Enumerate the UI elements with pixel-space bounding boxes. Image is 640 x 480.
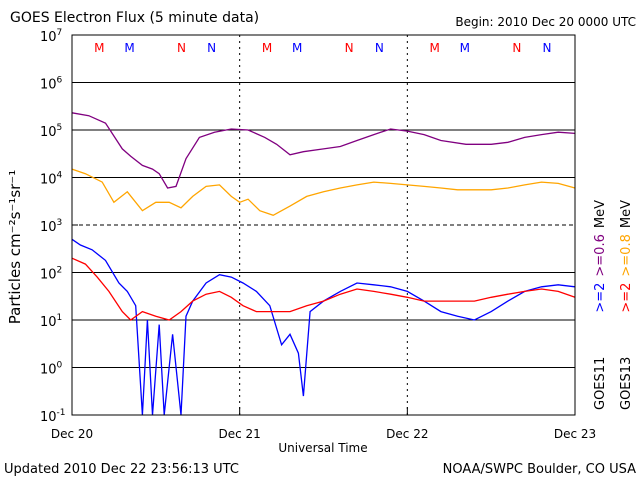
legend-entry: GOES11: [593, 357, 608, 410]
legend-entry: >=0.8: [619, 234, 634, 276]
y-tick-exponent: 0: [57, 361, 63, 371]
series-line: [71, 257, 576, 321]
begin-label: Begin: 2010 Dec 20 0000 UTC: [455, 15, 636, 29]
series-line: [71, 168, 576, 217]
legend-text: GOES13 >=2 >=0.8 MeV: [619, 200, 634, 410]
satellite-marker: N: [512, 41, 521, 55]
y-tick-label: 105: [40, 123, 62, 140]
y-tick-label: 103: [40, 218, 62, 235]
y-axis-label: Particles cm⁻²s⁻¹sr⁻¹: [6, 170, 24, 324]
x-axis-label: Universal Time: [278, 441, 367, 455]
grid: [72, 35, 575, 415]
satellite-marker: M: [292, 41, 302, 55]
satellite-marker: N: [177, 41, 186, 55]
legend-entry: MeV: [619, 200, 634, 228]
x-tick-label: Dec 23: [554, 427, 596, 441]
series-line: [71, 112, 576, 189]
satellite-marker: M: [94, 41, 104, 55]
legend-entry: >=2: [593, 283, 608, 313]
y-tick-exponent: 4: [57, 171, 63, 181]
satellite-marker: N: [207, 41, 216, 55]
credit-label: NOAA/SWPC Boulder, CO USA: [443, 462, 636, 477]
chart-title: GOES Electron Flux (5 minute data): [10, 10, 259, 26]
y-tick-label: 106: [40, 76, 63, 93]
satellite-marker: M: [460, 41, 470, 55]
y-tick-exponent: 7: [57, 28, 63, 38]
x-axis-ticks: Dec 20 Dec 21 Dec 22 Dec 23: [51, 407, 596, 441]
y-tick-label: 102: [40, 266, 62, 283]
satellite-marker: M: [124, 41, 134, 55]
x-tick-label: Dec 20: [51, 427, 93, 441]
y-tick-label: 101: [40, 313, 62, 330]
x-tick-label: Dec 22: [386, 427, 428, 441]
legend-text: GOES11 >=2 >=0.6 MeV: [593, 200, 608, 410]
y-tick-label: 104: [40, 171, 63, 188]
y-tick-exponent: 1: [57, 313, 63, 323]
satellite-marker: M: [262, 41, 272, 55]
y-tick-exponent: 5: [57, 123, 63, 133]
legend-column: GOES11 >=2 >=0.6 MeV: [593, 200, 608, 410]
y-tick-exponent: 2: [57, 266, 63, 276]
series-line: [71, 238, 576, 416]
y-tick-exponent: 6: [57, 76, 63, 86]
x-tick-label: Dec 21: [219, 427, 261, 441]
y-tick-exponent: -1: [57, 408, 66, 418]
legend-column: GOES13 >=2 >=0.8 MeV: [619, 200, 634, 410]
updated-timestamp: Updated 2010 Dec 22 23:56:13 UTC: [4, 462, 239, 477]
satellite-marker: M: [429, 41, 439, 55]
y-tick-label: 100: [40, 361, 63, 378]
y-tick-label: 10-1: [40, 408, 66, 425]
legend: GOES11 >=2 >=0.6 MeV GOES13 >=2 >=0.8 MeV: [593, 200, 634, 410]
satellite-marker: N: [543, 41, 552, 55]
series-lines: [71, 112, 576, 416]
y-tick-label: 107: [40, 28, 62, 45]
legend-entry: GOES13: [619, 357, 634, 410]
y-tick-exponent: 3: [57, 218, 63, 228]
satellite-marker: N: [345, 41, 354, 55]
satellite-marker: N: [375, 41, 384, 55]
legend-entry: MeV: [593, 200, 608, 228]
legend-entry: >=0.6: [593, 234, 608, 276]
legend-entry: >=2: [619, 283, 634, 313]
